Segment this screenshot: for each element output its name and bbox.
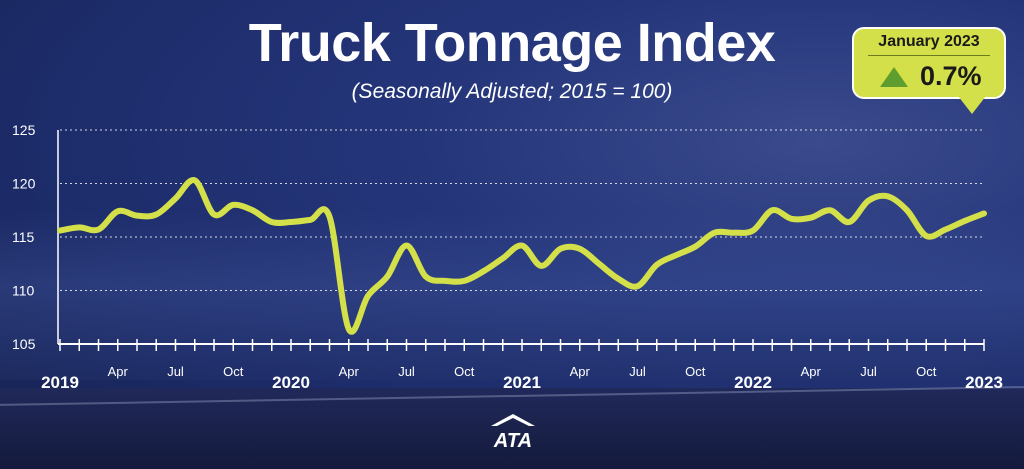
x-tick-label: 2020 bbox=[272, 373, 310, 392]
y-tick-label: 105 bbox=[12, 336, 36, 352]
x-tick-label: 2019 bbox=[41, 373, 79, 392]
callout-divider bbox=[868, 55, 990, 56]
callout-period: January 2023 bbox=[878, 33, 980, 50]
callout-pointer bbox=[958, 96, 986, 114]
x-tick-label: Apr bbox=[339, 364, 360, 379]
x-tick-label: Jul bbox=[167, 364, 184, 379]
y-axis-ticks: 105 110 115 120 125 bbox=[12, 122, 36, 352]
ata-logo-icon: ATA bbox=[485, 412, 541, 462]
chart-title: Truck Tonnage Index bbox=[248, 13, 776, 73]
x-tick-label: Oct bbox=[916, 364, 937, 379]
x-tick-label: Apr bbox=[801, 364, 822, 379]
chart-subtitle: (Seasonally Adjusted; 2015 = 100) bbox=[351, 80, 673, 103]
x-tick-label: 2021 bbox=[503, 373, 541, 392]
y-tick-label: 110 bbox=[12, 283, 35, 299]
series-line bbox=[57, 177, 987, 335]
y-tick-label: 125 bbox=[12, 122, 36, 138]
series-layer bbox=[57, 177, 987, 335]
latest-change-callout: January 2023 0.7% bbox=[852, 27, 1006, 99]
background-road bbox=[0, 388, 1024, 469]
x-tick-label: 2022 bbox=[734, 373, 772, 392]
x-axis: 2019 Apr Jul Oct 2020 Apr Jul Oct 2021 Apr Jul Oct 2… bbox=[41, 130, 1003, 392]
x-tick-label: Oct bbox=[454, 364, 475, 379]
ata-logo-text: ATA bbox=[493, 430, 533, 452]
x-tick-label: Oct bbox=[685, 364, 706, 379]
background-sky bbox=[0, 210, 1024, 380]
x-tick-label: Jul bbox=[398, 364, 415, 379]
x-tick-label: Apr bbox=[108, 364, 129, 379]
x-tick-label: Jul bbox=[629, 364, 646, 379]
up-triangle-icon bbox=[880, 67, 908, 87]
x-tick-label: Apr bbox=[570, 364, 591, 379]
y-tick-label: 115 bbox=[12, 229, 35, 245]
grid-layer bbox=[60, 129, 984, 291]
x-tick-label: 2023 bbox=[965, 373, 1003, 392]
ata-logo-mark bbox=[491, 414, 535, 426]
x-tick-label: Jul bbox=[860, 364, 877, 379]
x-tick-label: Oct bbox=[223, 364, 244, 379]
callout-change-value: 0.7% bbox=[920, 61, 982, 91]
y-tick-label: 120 bbox=[12, 176, 36, 192]
